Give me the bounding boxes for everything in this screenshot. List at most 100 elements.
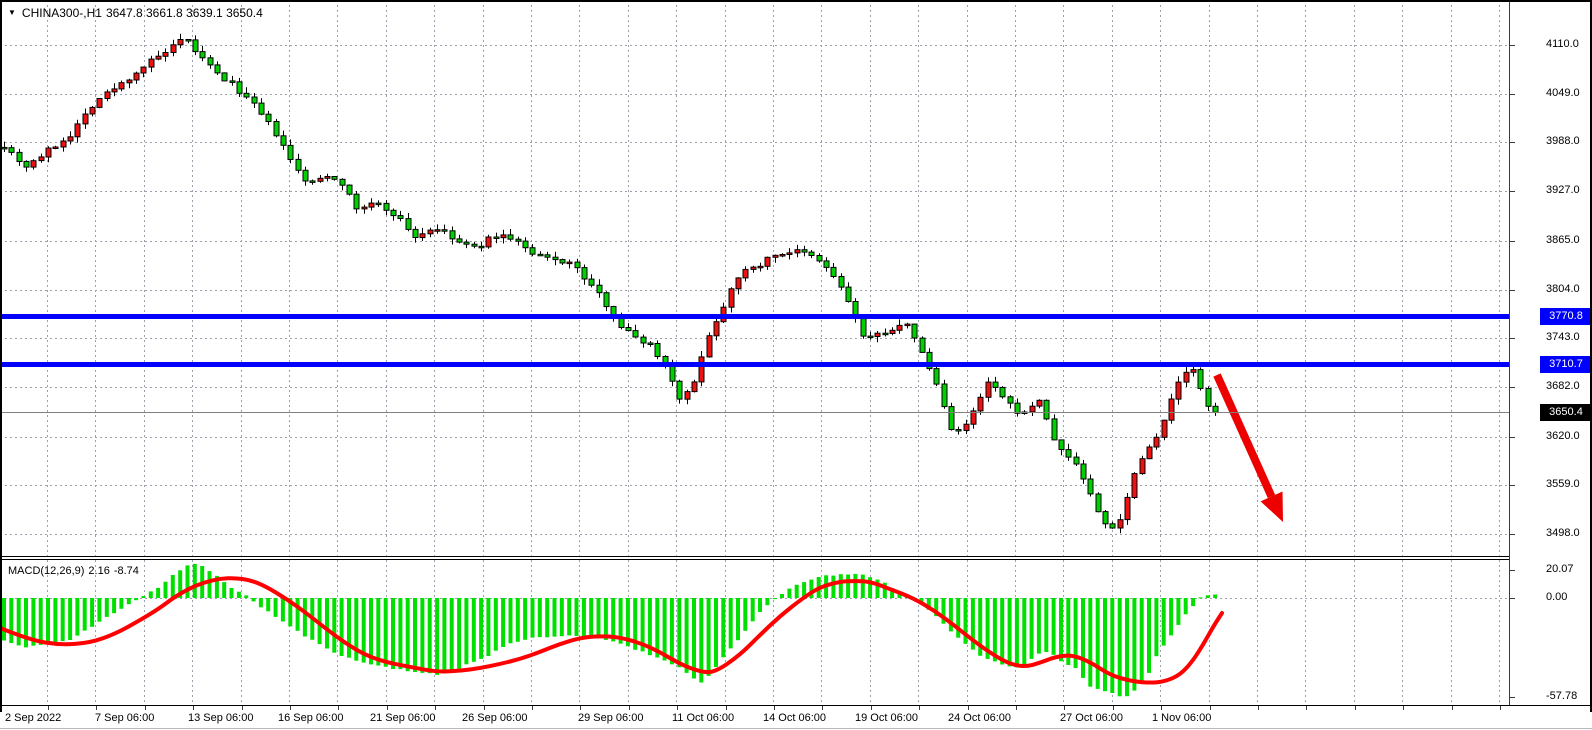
macd-signal-value: -8.74 <box>113 565 139 577</box>
ohlc-text: 3647.8 3661.8 3639.1 3650.4 <box>105 6 263 20</box>
macd-tick-mark <box>1510 598 1515 599</box>
price-tick-mark <box>1510 241 1515 242</box>
symbol-dropdown-icon[interactable]: ▼ <box>8 8 16 17</box>
time-tick-mark <box>193 706 194 710</box>
time-tick-mark <box>871 706 872 710</box>
time-tick-mark <box>387 706 388 710</box>
time-tick-label: 24 Oct 06:00 <box>948 712 1011 724</box>
price-tick-label: 3682.0 <box>1546 380 1580 392</box>
macd-tick-mark <box>1510 697 1515 698</box>
price-line-badge: 3650.4 <box>1540 403 1592 421</box>
bid-price-line <box>0 412 1510 413</box>
macd-tick-label: 0.00 <box>1546 591 1568 603</box>
price-line-badge: 3770.8 <box>1540 307 1592 325</box>
main-chart-canvas[interactable] <box>0 0 1510 556</box>
price-tick-mark <box>1510 94 1515 95</box>
time-tick-label: 7 Sep 06:00 <box>95 712 155 724</box>
price-tick-label: 3498.0 <box>1546 527 1580 539</box>
time-tick-mark <box>1161 706 1162 710</box>
macd-params: MACD(12,26,9) <box>8 565 85 577</box>
time-tick-mark <box>435 706 436 710</box>
price-tick-mark <box>1510 338 1515 339</box>
time-tick-label: 2 Sep 2022 <box>5 712 62 724</box>
price-tick-label: 3927.0 <box>1546 184 1580 196</box>
price-tick-label: 3620.0 <box>1546 430 1580 442</box>
time-tick-mark <box>145 706 146 710</box>
price-tick-label: 4110.0 <box>1546 38 1579 50</box>
price-tick-label: 3804.0 <box>1546 283 1580 295</box>
resistance-line-2[interactable] <box>0 361 1541 367</box>
time-tick-mark <box>580 706 581 710</box>
time-tick-mark <box>96 706 97 710</box>
price-tick-label: 3559.0 <box>1546 478 1580 490</box>
window-frame-right <box>1590 0 1592 712</box>
time-tick-mark <box>1210 706 1211 710</box>
time-tick-label: 11 Oct 06:00 <box>672 712 735 724</box>
time-tick-mark <box>290 706 291 710</box>
time-tick-label: 13 Sep 06:00 <box>188 712 254 724</box>
time-tick-mark <box>242 706 243 710</box>
price-line-badge: 3710.7 <box>1540 355 1592 373</box>
macd-tick-label: -57.78 <box>1546 690 1578 702</box>
price-tick-label: 3743.0 <box>1546 331 1580 343</box>
time-tick-mark <box>1500 706 1501 710</box>
price-tick-mark <box>1510 534 1515 535</box>
window-frame-bottom <box>0 728 1592 729</box>
price-scale[interactable]: 4110.0 4049.0 3988.0 3927.0 3865.0 3804.0 3743… <box>1509 0 1592 705</box>
time-tick-mark <box>484 706 485 710</box>
price-tick-mark <box>1510 485 1515 486</box>
candlestick-series <box>1 33 1219 534</box>
price-tick-mark <box>1510 290 1515 291</box>
time-tick-mark <box>338 706 339 710</box>
price-tick-mark <box>1510 45 1515 46</box>
price-tick-mark <box>1510 191 1515 192</box>
time-tick-mark <box>774 706 775 710</box>
time-tick-mark <box>1113 706 1114 710</box>
symbol-text: CHINA300-,H1 <box>21 6 102 20</box>
time-scale[interactable]: 2 Sep 2022 7 Sep 06:00 13 Sep 06:00 16 Sep … <box>0 706 1592 730</box>
panel-separator-lower <box>0 559 1592 560</box>
window-frame-left <box>0 0 2 712</box>
time-tick-mark <box>919 706 920 710</box>
price-tick-mark <box>1510 387 1515 388</box>
time-tick-mark <box>1306 706 1307 710</box>
time-tick-mark <box>532 706 533 710</box>
trend-arrow[interactable] <box>1213 373 1283 522</box>
macd-signal-line <box>0 576 1224 685</box>
time-tick-mark <box>48 706 49 710</box>
time-axis-border <box>0 705 1592 706</box>
price-tick-mark <box>1510 142 1515 143</box>
time-tick-mark <box>1355 706 1356 710</box>
time-tick-label: 16 Sep 06:00 <box>278 712 344 724</box>
time-tick-label: 19 Oct 06:00 <box>855 712 918 724</box>
macd-tick-mark <box>1510 570 1515 571</box>
time-tick-mark <box>1016 706 1017 710</box>
resistance-line-1[interactable] <box>0 313 1541 319</box>
time-tick-mark <box>968 706 969 710</box>
time-tick-mark <box>726 706 727 710</box>
time-tick-label: 26 Sep 06:00 <box>462 712 528 724</box>
macd-panel-canvas[interactable] <box>0 560 1510 705</box>
time-tick-label: 27 Oct 06:00 <box>1060 712 1123 724</box>
time-tick-mark <box>822 706 823 710</box>
symbol-ohlc-label: ▼ CHINA300-,H1 3647.8 3661.8 3639.1 3650.4 <box>8 6 267 20</box>
window-frame-top <box>0 0 1592 2</box>
price-axis-line <box>1509 0 1510 705</box>
macd-indicator-label: MACD(12,26,9) 2.16 -8.74 <box>8 565 143 577</box>
main-grid <box>0 0 1508 556</box>
time-tick-mark <box>1258 706 1259 710</box>
macd-current-value: 2.16 <box>88 565 110 577</box>
macd-tick-label: 20.07 <box>1546 563 1574 575</box>
time-tick-label: 14 Oct 06:00 <box>763 712 826 724</box>
time-tick-label: 21 Sep 06:00 <box>370 712 436 724</box>
time-tick-mark <box>1064 706 1065 710</box>
panel-separator[interactable] <box>0 556 1592 557</box>
time-tick-label: 29 Sep 06:00 <box>578 712 644 724</box>
time-tick-mark <box>1403 706 1404 710</box>
macd-grid <box>0 560 1508 705</box>
price-tick-label: 3865.0 <box>1546 234 1580 246</box>
time-tick-mark <box>1452 706 1453 710</box>
price-tick-label: 3988.0 <box>1546 135 1580 147</box>
price-tick-label: 4049.0 <box>1546 87 1580 99</box>
